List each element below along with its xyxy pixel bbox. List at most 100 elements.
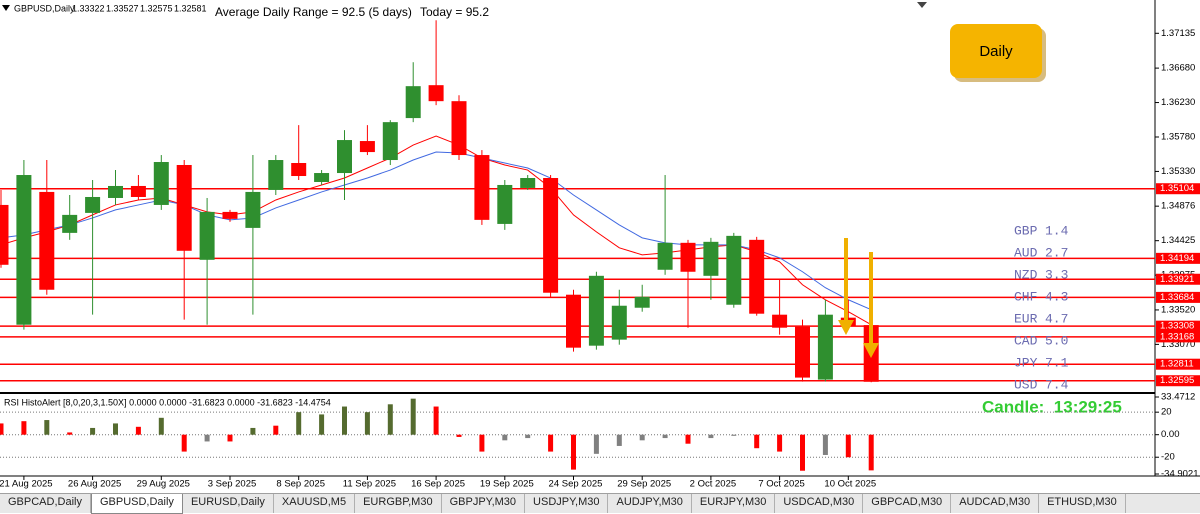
y-tick-label: 1.35330: [1161, 166, 1195, 177]
candle-timer: Candle: 13:29:25: [982, 397, 1122, 416]
candle-body: [543, 178, 559, 293]
menu-icon[interactable]: [2, 5, 10, 11]
tab[interactable]: GBPCAD,M30: [863, 494, 952, 513]
level-label: 1.33168: [1160, 331, 1194, 342]
histogram-bar: [319, 414, 325, 435]
tab[interactable]: EURGBP,M30: [355, 494, 442, 513]
currency-name: CAD: [1014, 333, 1038, 348]
tab[interactable]: USDJPY,M30: [525, 494, 609, 513]
y-tick-label: 0.00: [1161, 429, 1180, 440]
candle-body: [772, 314, 788, 328]
adr: Average Daily Range = 92.5 (5 days): [215, 5, 412, 19]
high-price: 1.33527: [106, 3, 139, 13]
level-label-box: [1156, 320, 1200, 332]
histogram-bar: [800, 434, 805, 471]
candle-body: [749, 239, 765, 314]
level-label-box: [1156, 183, 1200, 195]
currency-name: GBP: [1014, 223, 1038, 238]
currency-value: 1.4: [1045, 223, 1069, 238]
tab[interactable]: AUDJPY,M30: [608, 494, 692, 513]
candle-body: [520, 178, 536, 188]
level-label-box: [1156, 252, 1200, 264]
histogram-bar: [662, 434, 668, 439]
y-tick-label: 20: [1161, 407, 1172, 418]
y-tick-label: -20: [1161, 452, 1175, 463]
level-label: 1.32595: [1160, 375, 1194, 386]
y-tick-label: 1.33520: [1161, 304, 1195, 315]
currency-name: EUR: [1014, 311, 1038, 326]
histogram-bar: [456, 434, 462, 437]
x-tick-label: 19 Sep 2025: [480, 479, 534, 490]
histogram-bar: [44, 420, 50, 435]
x-tick-label: 7 Oct 2025: [758, 479, 804, 490]
histogram-bar: [685, 434, 691, 444]
candle-body: [588, 275, 604, 346]
candle-body: [611, 305, 627, 340]
histogram-bar: [227, 434, 233, 442]
scroll-icon[interactable]: [917, 2, 927, 8]
candle-body: [108, 185, 123, 198]
currency-value: 7.1: [1045, 355, 1069, 370]
histogram-bar: [67, 432, 73, 435]
candle-body: [39, 191, 55, 290]
tab[interactable]: ETHUSD,M30: [1039, 494, 1126, 513]
moving-average: [0, 135, 872, 326]
x-tick-label: 24 Sep 2025: [549, 479, 603, 490]
candle-body: [245, 191, 261, 228]
tab[interactable]: GBPUSD,Daily: [90, 494, 183, 514]
x-tick-label: 26 Aug 2025: [68, 479, 121, 490]
histogram-bar: [616, 434, 622, 446]
y-tick-label: 1.33070: [1161, 339, 1195, 350]
candle-body: [405, 86, 421, 119]
tab[interactable]: EURUSD,Daily: [183, 494, 274, 513]
indicator-title: RSI HistoAlert [8,0,20,3,1.50X] 0.0000 0…: [4, 397, 331, 407]
histogram-bar: [342, 406, 347, 435]
y-tick-label: 1.34876: [1161, 201, 1195, 212]
currency-value: 4.3: [1045, 289, 1068, 304]
x-tick-label: 11 Sep 2025: [343, 479, 396, 490]
candle-body: [337, 140, 352, 174]
tab[interactable]: USDCAD,M30: [775, 494, 864, 513]
histogram-bar: [364, 412, 370, 435]
level-label-box: [1156, 358, 1200, 370]
histogram-bar: [0, 423, 4, 435]
y-tick-label: 1.35780: [1161, 132, 1195, 143]
level-label: 1.35104: [1160, 183, 1194, 194]
currency-name: AUD: [1014, 245, 1038, 260]
candle-body: [0, 204, 9, 265]
candle-body: [795, 326, 810, 378]
candle-body: [566, 294, 581, 348]
y-tick-label: 1.36680: [1161, 63, 1195, 74]
y-tick-label: 1.36230: [1161, 97, 1195, 108]
tab[interactable]: GBPJPY,M30: [442, 494, 526, 513]
candle-body: [703, 241, 719, 276]
tab[interactable]: AUDCAD,M30: [951, 494, 1040, 513]
candle-body: [199, 211, 215, 260]
histogram-bar: [250, 427, 256, 435]
tab[interactable]: XAUUSD,M5: [274, 494, 356, 513]
candle-body: [497, 184, 513, 224]
histogram-bar: [593, 434, 599, 454]
timeframe-button[interactable]: [950, 24, 1042, 78]
currency-value: 7.4: [1045, 377, 1069, 392]
histogram-bar: [296, 412, 302, 435]
histogram-bar: [548, 434, 554, 452]
candle-body: [451, 101, 467, 156]
x-tick-label: 2 Oct 2025: [690, 479, 736, 490]
x-tick-label: 21 Aug 2025: [0, 479, 53, 490]
currency-value: 3.3: [1045, 267, 1068, 282]
tab[interactable]: EURJPY,M30: [692, 494, 776, 513]
histogram-bar: [731, 434, 737, 436]
x-tick-label: 29 Aug 2025: [137, 479, 190, 490]
tab[interactable]: GBPCAD,Daily: [0, 494, 91, 513]
candle-body: [85, 196, 101, 213]
histogram-bar: [273, 425, 279, 435]
y-tick-label: 33.4712: [1161, 392, 1195, 403]
chart: GBPUSD,Daily 1.33322 1.33527 1.32575 1.3…: [0, 0, 1200, 490]
level-label: 1.32811: [1160, 359, 1194, 370]
candle-body: [130, 185, 146, 197]
low-price: 1.32575: [140, 3, 173, 13]
today-range: Today = 95.2: [420, 5, 489, 19]
button-label[interactable]: Daily: [979, 43, 1013, 60]
